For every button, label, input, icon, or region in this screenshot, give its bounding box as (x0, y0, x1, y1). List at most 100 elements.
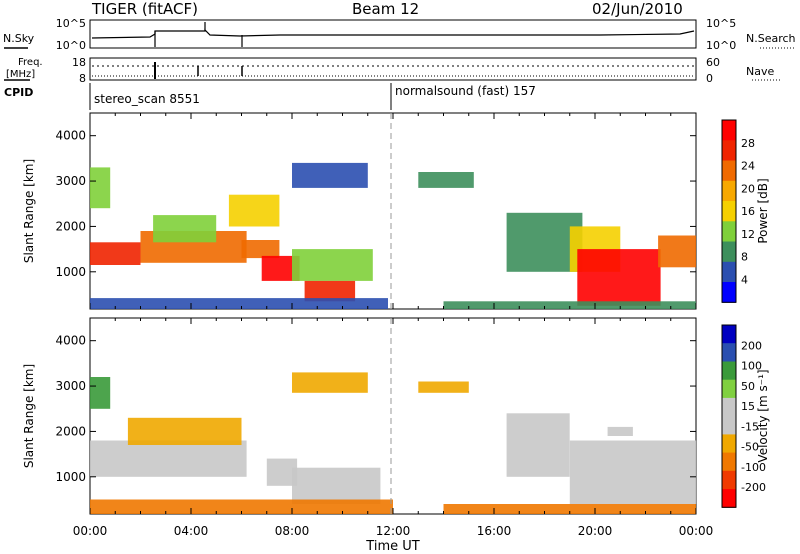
velocity-colorbar-tick-5: -50 (741, 441, 759, 454)
power-region-8 (90, 167, 111, 209)
power-colorbar-tick-6: 4 (741, 274, 748, 287)
power-colorbar-swatch-6 (722, 241, 736, 263)
power-ytick-label-3: 1000 (55, 265, 86, 279)
date-title: 02/Jun/2010 (592, 0, 683, 18)
power-panel: 4000 3000 2000 1000 Slant Range [km] 28 24 20… (22, 112, 770, 310)
power-region-6 (304, 280, 356, 302)
power-colorbar-label: Power [dB] (756, 178, 770, 243)
power-colorbar: 28 24 20 16 12 8 4 (721, 119, 755, 303)
velocity-ytick-label-1: 3000 (55, 379, 86, 393)
time-tick-label-3: 12:00 (376, 524, 411, 538)
velocity-colorbar-tick-7: -200 (741, 481, 766, 494)
velocity-y-ticks: 4000 3000 2000 1000 (55, 334, 696, 484)
velocity-colorbar-label: Velocity [m s⁻¹] (756, 369, 770, 462)
velocity-ytick-label-3: 1000 (55, 470, 86, 484)
freq-right-tick-top: 60 (706, 56, 720, 69)
velocity-ylabel: Slant Range [km] (22, 364, 36, 468)
power-colorbar-swatch-1 (722, 140, 736, 162)
nsky-label: N.Sky (3, 32, 35, 45)
power-colorbar-tick-3: 16 (741, 205, 755, 218)
velocity-colorbar-swatch-1 (722, 343, 736, 362)
freq-left-tick-bottom: 8 (79, 72, 86, 85)
power-region-15 (658, 235, 696, 268)
time-tick-label-6: 00:00 (679, 524, 714, 538)
velocity-region-8 (506, 413, 570, 477)
velocity-x-ticks (89, 318, 697, 514)
power-colorbar-tick-1: 24 (741, 160, 755, 173)
power-region-9 (228, 194, 280, 227)
power-ytick-label-0: 4000 (55, 129, 86, 143)
velocity-colorbar-swatch-8 (722, 470, 736, 490)
velocity-region-10 (443, 504, 696, 514)
power-colorbar-tick-0: 28 (741, 137, 755, 150)
freq-frame (89, 57, 697, 81)
time-tick-label-4: 16:00 (477, 524, 512, 538)
velocity-panel: 4000 3000 2000 1000 Slant Range [km] 200 100… (22, 317, 770, 515)
velocity-colorbar-tick-1: 100 (741, 360, 762, 373)
power-colorbar-swatch-4 (722, 201, 736, 222)
power-colorbar-swatch-8 (722, 282, 736, 303)
power-region-3 (241, 240, 280, 259)
velocity-colorbar-swatch-7 (722, 452, 736, 472)
summary-right-tick-top: 10^5 (706, 17, 736, 30)
power-region-0 (90, 242, 141, 265)
summary-panel: N.Sky 10^5 10^0 10^5 10^0 N.Search (3, 17, 796, 52)
velocity-colorbar-tick-2: 50 (741, 380, 755, 393)
cpid-segment-1: normalsound (fast) 157 (395, 84, 536, 98)
power-colorbar-frame (721, 119, 737, 303)
velocity-ytick-label-0: 4000 (55, 334, 86, 348)
velocity-colorbar-swatch-2 (722, 361, 736, 381)
velocity-ytick-label-2: 2000 (55, 424, 86, 438)
power-cells (90, 162, 696, 309)
velocity-colorbar-tick-3: 15 (741, 400, 755, 413)
freq-left-tick-top: 18 (72, 56, 86, 69)
velocity-region-6 (292, 372, 368, 393)
power-colorbar-tick-2: 20 (741, 182, 755, 195)
summary-right-tick-bottom: 10^0 (706, 39, 736, 52)
power-region-14 (577, 249, 661, 306)
velocity-colorbar: 200 100 50 15 -15 -50 -100 -200 (721, 324, 766, 508)
velocity-colorbar-frame (721, 324, 737, 508)
time-tick-label-5: 20:00 (578, 524, 613, 538)
velocity-region-5 (90, 499, 393, 514)
velocity-colorbar-tick-4: -15 (741, 420, 759, 433)
station-title: TIGER (fitACF) (91, 0, 198, 18)
velocity-colorbar-swatch-5 (722, 416, 736, 435)
freq-panel: Freq. [MHz] 18 8 60 0 Nave (4, 56, 780, 85)
power-region-16 (443, 301, 696, 309)
time-tick-label-1: 04:00 (174, 524, 209, 538)
velocity-cells (90, 372, 697, 514)
nave-label: Nave (746, 65, 774, 78)
power-y-ticks: 4000 3000 2000 1000 (55, 129, 696, 279)
summary-frame (89, 19, 697, 49)
power-region-5 (292, 249, 373, 281)
velocity-region-9 (569, 440, 697, 504)
time-axis: 00:00 04:00 08:00 12:00 16:00 20:00 00:00 (73, 524, 714, 538)
cpid-row: CPID stereo_scan 8551 normalsound (fast)… (4, 83, 536, 110)
power-colorbar-tick-4: 12 (741, 228, 755, 241)
power-colorbar-tick-5: 8 (741, 251, 748, 264)
power-colorbar-swatch-3 (722, 180, 736, 202)
power-colorbar-swatch-5 (722, 221, 736, 243)
power-ytick-label-2: 2000 (55, 219, 86, 233)
freq-unit-label: [MHz] (6, 69, 35, 80)
velocity-colorbar-tick-6: -100 (741, 461, 766, 474)
velocity-region-4 (292, 467, 381, 504)
power-region-2 (153, 215, 217, 243)
power-region-11 (418, 172, 474, 188)
nsearch-label: N.Search (746, 32, 796, 45)
beam-title: Beam 12 (352, 0, 419, 18)
time-tick-label-2: 08:00 (275, 524, 310, 538)
velocity-colorbar-swatch-0 (722, 325, 736, 344)
velocity-colorbar-swatch-6 (722, 434, 736, 454)
power-region-10 (292, 162, 368, 188)
power-colorbar-swatch-0 (722, 120, 736, 141)
cpid-label: CPID (4, 86, 33, 99)
velocity-region-11 (607, 426, 633, 436)
power-colorbar-swatch-2 (722, 160, 736, 182)
velocity-colorbar-tick-0: 200 (741, 339, 762, 352)
time-axis-label: Time UT (365, 539, 419, 554)
velocity-region-7 (418, 381, 469, 393)
velocity-region-1 (127, 417, 242, 445)
